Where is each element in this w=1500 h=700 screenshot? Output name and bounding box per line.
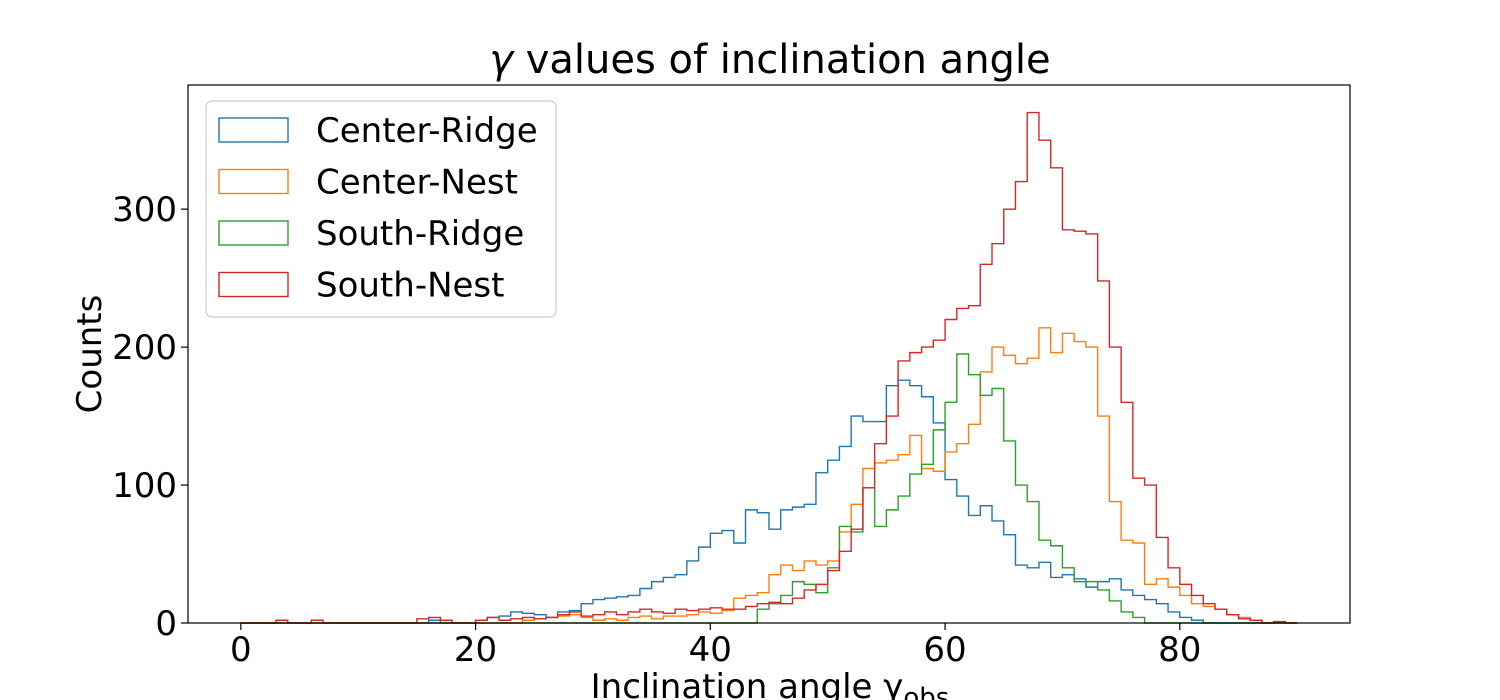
series-center-nest-step bbox=[240, 327, 1298, 624]
legend-label: Center-Nest bbox=[316, 163, 518, 203]
x-tick-label: 0 bbox=[230, 630, 252, 670]
y-tick-label: 200 bbox=[112, 328, 177, 368]
legend-swatch bbox=[218, 220, 289, 246]
legend-label: Center-Ridge bbox=[316, 111, 538, 151]
legend-swatch bbox=[218, 271, 289, 298]
x-axis-label-text: Inclination angle γ bbox=[591, 667, 904, 700]
x-tick-label: 40 bbox=[689, 630, 732, 670]
chart-title: γ values of inclination angle bbox=[489, 37, 1050, 83]
x-tick-label: 60 bbox=[923, 630, 966, 670]
axis-ticks: 0 20 40 60 80 0 100 200 300 bbox=[112, 190, 1201, 670]
legend-label: South-Nest bbox=[316, 266, 504, 306]
legend-label: South-Ridge bbox=[316, 214, 524, 254]
legend-frame bbox=[205, 100, 557, 318]
y-tick-label: 300 bbox=[112, 190, 177, 230]
x-tick-label: 20 bbox=[454, 630, 497, 670]
x-axis-label-subscript: obs bbox=[903, 683, 949, 700]
y-tick-label: 100 bbox=[112, 466, 177, 506]
chart-title-text: values of inclination angle bbox=[513, 37, 1051, 83]
y-tick-label: 0 bbox=[155, 604, 177, 644]
plot-area-frame bbox=[187, 84, 1351, 624]
y-axis-label: Counts bbox=[70, 295, 110, 414]
legend-swatch bbox=[218, 168, 289, 195]
x-tick-label: 80 bbox=[1158, 630, 1201, 670]
x-axis-label: Inclination angle γobs bbox=[591, 667, 950, 700]
chart-title-symbol: γ bbox=[489, 37, 515, 83]
legend-swatch bbox=[218, 117, 289, 143]
legend: Center-Ridge Center-Nest South-Ridge South-… bbox=[205, 100, 557, 318]
legend-items: Center-Ridge Center-Nest South-Ridge South-… bbox=[218, 111, 538, 306]
